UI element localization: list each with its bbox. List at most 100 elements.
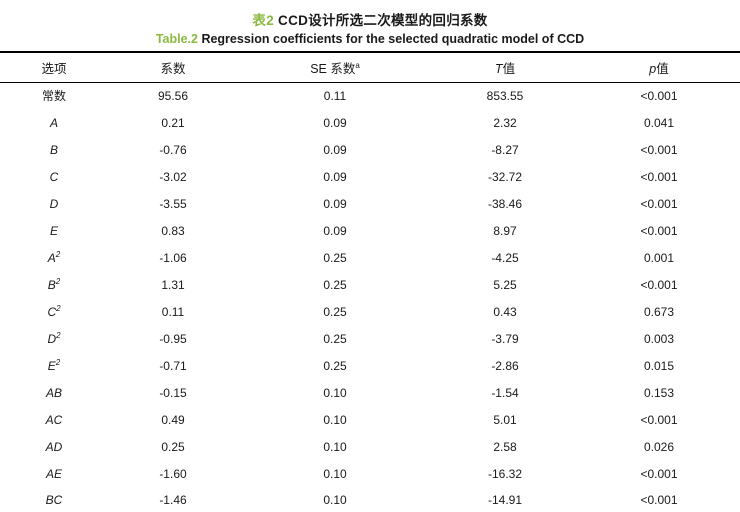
cell-text: A [47,250,56,265]
table-row: BC -1.46 0.10 -14.91 <0.001 [0,487,740,512]
row-7-value-3: <0.001 [640,277,678,292]
superscript: 2 [55,249,61,259]
row-15-value-3: <0.001 [640,493,678,507]
row-7-value-2: 5.25 [493,277,517,292]
cell-text: AC [45,412,63,427]
row-9-value-1: 0.25 [323,331,347,346]
header-cell-2: SE 系数a [238,52,432,83]
row-1-label: A [0,109,108,136]
row-10-value-3: 0.015 [643,358,675,373]
row-10-value-0: -0.71 [159,358,187,373]
row-8-value-1: 0.25 [323,304,347,319]
row-8-value-2: 0.43 [493,304,517,319]
table-title-en-text: Regression coefficients for the selected… [197,32,585,46]
row-4-value-3: <0.001 [640,196,678,211]
row-5-label: E [0,217,108,244]
table-row: C2 0.11 0.25 0.43 0.673 [0,298,740,325]
cell-text: D [49,196,59,211]
row-0-label: 常数 [0,82,108,109]
paper-table-figure: 表2 CCD设计所选二次模型的回归系数 Table.2 Regression c… [0,9,740,512]
row-13-value-1: 0.10 [323,439,347,454]
row-15-label: BC [0,487,108,512]
cell-text: A [49,115,58,130]
row-12-value-1: 0.10 [323,412,347,427]
table-number-zh: 表2 [252,13,274,28]
row-8-value-0: 0.11 [161,304,185,319]
row-7-value-1: 0.25 [323,277,347,292]
cell-text: 值 [502,61,516,76]
table-row: A2 -1.06 0.25 -4.25 0.001 [0,244,740,271]
row-0-value-1: 0.11 [323,88,347,103]
row-3-value-3: <0.001 [640,169,678,184]
table-row: B2 1.31 0.25 5.25 <0.001 [0,271,740,298]
row-1-value-0: 0.21 [161,115,185,130]
row-15-value-1: 0.10 [323,493,347,507]
italic-symbol: p [649,61,657,76]
cell-text: D [47,331,57,346]
row-9-value-0: -0.95 [159,331,187,346]
row-3-value-2: -32.72 [487,169,523,184]
cell-text: AE [45,466,62,481]
row-6-value-3: 0.001 [643,250,675,265]
row-7-label: B2 [0,271,108,298]
row-11-value-3: 0.153 [643,385,675,400]
row-12-value-0: 0.49 [161,412,185,427]
row-13-value-0: 0.25 [161,439,185,454]
table-row: D -3.55 0.09 -38.46 <0.001 [0,190,740,217]
row-6-label: A2 [0,244,108,271]
table-row: E2 -0.71 0.25 -2.86 0.015 [0,352,740,379]
row-12-label: AC [0,406,108,433]
cell-text: E [47,358,56,373]
row-1-value-3: 0.041 [643,115,675,130]
table-row: D2 -0.95 0.25 -3.79 0.003 [0,325,740,352]
row-9-value-2: -3.79 [491,331,519,346]
row-6-value-1: 0.25 [323,250,347,265]
row-12-value-2: 5.01 [493,412,517,427]
row-14-value-3: <0.001 [640,466,678,481]
superscript: 2 [55,276,61,286]
row-15-value-0: -1.46 [159,493,187,507]
table-row: E 0.83 0.09 8.97 <0.001 [0,217,740,244]
row-1-value-1: 0.09 [323,115,347,130]
row-11-value-2: -1.54 [491,385,519,400]
superscript: 2 [55,357,61,367]
row-5-value-0: 0.83 [161,223,185,238]
table-row: B -0.76 0.09 -8.27 <0.001 [0,136,740,163]
header-cell-1: 系数 [108,52,238,83]
row-0-value-3: <0.001 [640,88,678,103]
cell-text: SE 系数 [310,61,356,76]
cell-text: C [49,169,59,184]
table-row: AB -0.15 0.10 -1.54 0.153 [0,379,740,406]
cell-text: AB [45,385,62,400]
row-10-label: E2 [0,352,108,379]
row-4-label: D [0,190,108,217]
row-4-value-0: -3.55 [159,196,187,211]
row-14-value-1: 0.10 [323,466,347,481]
row-1-value-2: 2.32 [493,115,517,130]
table-header-row: 选项 系数 SE 系数a T值 p值 [0,52,740,83]
row-2-value-2: -8.27 [491,142,519,157]
header-cell-0: 选项 [0,52,108,83]
cell-text: 常数 [41,89,66,104]
table-row: AD 0.25 0.10 2.58 0.026 [0,433,740,460]
row-7-value-0: 1.31 [161,277,185,292]
row-3-value-1: 0.09 [323,169,347,184]
row-14-label: AE [0,460,108,487]
table-row: A 0.21 0.09 2.32 0.041 [0,109,740,136]
row-13-value-3: 0.026 [643,439,675,454]
row-0-value-2: 853.55 [486,88,524,103]
row-13-value-2: 2.58 [493,439,517,454]
row-6-value-2: -4.25 [491,250,519,265]
row-3-value-0: -3.02 [159,169,187,184]
row-5-value-2: 8.97 [493,223,517,238]
cell-text: 值 [656,61,669,76]
table-row: C -3.02 0.09 -32.72 <0.001 [0,163,740,190]
row-13-label: AD [0,433,108,460]
row-2-label: B [0,136,108,163]
row-14-value-0: -1.60 [159,466,187,481]
row-9-label: D2 [0,325,108,352]
cell-text: AD [45,439,63,454]
cell-text: E [49,223,58,238]
superscript: 2 [56,303,61,313]
row-10-value-2: -2.86 [491,358,519,373]
